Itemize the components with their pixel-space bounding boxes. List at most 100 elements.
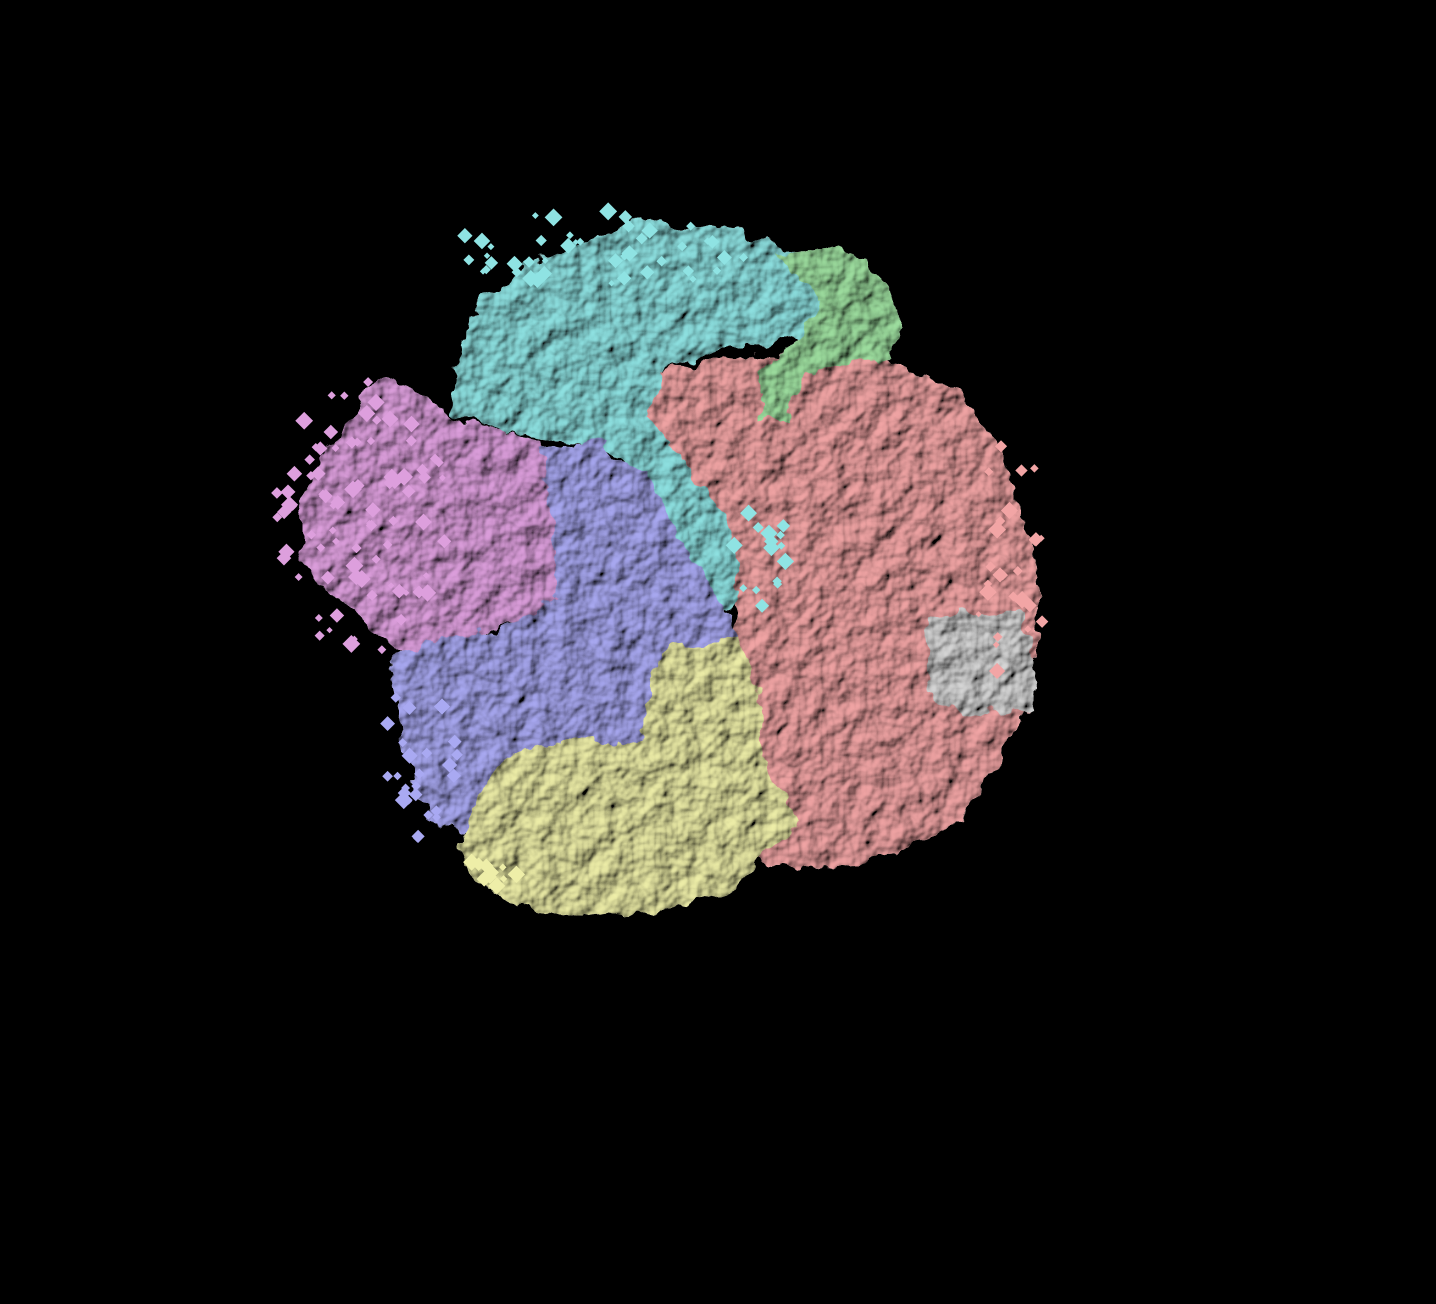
density-fragment bbox=[403, 415, 420, 433]
density-fragment bbox=[387, 473, 403, 490]
density-fragment bbox=[536, 266, 552, 282]
density-fragment bbox=[344, 480, 362, 499]
density-fragment bbox=[272, 512, 283, 523]
density-fragment bbox=[280, 484, 296, 500]
density-fragment bbox=[1024, 625, 1032, 633]
density-fragment bbox=[437, 534, 452, 549]
density-fragment bbox=[366, 589, 378, 601]
density-fragment bbox=[752, 521, 764, 533]
density-fragment bbox=[433, 698, 451, 715]
density-fragment bbox=[635, 232, 648, 245]
density-fragment bbox=[979, 583, 997, 601]
density-fragment bbox=[725, 536, 743, 554]
density-fragment bbox=[566, 231, 574, 240]
density-fragment bbox=[983, 579, 993, 589]
density-fragment bbox=[451, 748, 463, 761]
density-fragment bbox=[327, 391, 336, 400]
density-fragment bbox=[304, 454, 315, 465]
pink-density-segment bbox=[300, 380, 560, 660]
density-fragment bbox=[483, 252, 491, 260]
density-fragment bbox=[984, 467, 994, 477]
density-fragment bbox=[682, 265, 695, 277]
density-fragment bbox=[365, 502, 381, 518]
density-fragment bbox=[1028, 534, 1041, 546]
density-fragment bbox=[739, 252, 749, 262]
density-fragment bbox=[316, 543, 326, 553]
density-fragment bbox=[994, 440, 1008, 453]
density-fragment bbox=[705, 235, 720, 249]
density-fragment bbox=[507, 865, 526, 883]
density-fragment bbox=[278, 543, 295, 560]
density-fragment bbox=[457, 228, 473, 244]
density-fragment bbox=[377, 645, 387, 655]
density-fragment bbox=[755, 598, 770, 613]
density-fragment bbox=[499, 875, 508, 883]
density-fragment bbox=[411, 829, 425, 843]
density-fragment bbox=[398, 738, 408, 748]
density-fragment bbox=[401, 783, 411, 793]
density-fragment bbox=[340, 391, 349, 400]
density-fragment bbox=[412, 585, 426, 599]
density-fragment bbox=[391, 583, 407, 599]
green-density-segment bbox=[760, 250, 900, 420]
density-fragment bbox=[383, 476, 396, 489]
density-fragment bbox=[422, 572, 430, 579]
density-fragment bbox=[415, 513, 432, 531]
density-fragment bbox=[372, 415, 382, 425]
density-fragment bbox=[402, 700, 417, 715]
density-fragment bbox=[1035, 615, 1049, 628]
density-fragment bbox=[531, 212, 539, 219]
density-fragment bbox=[988, 520, 1007, 539]
density-fragment bbox=[367, 393, 385, 411]
density-fragment bbox=[429, 453, 441, 464]
density-fragment bbox=[387, 582, 395, 589]
density-fragment bbox=[1030, 464, 1039, 473]
density-fragment bbox=[430, 805, 442, 817]
density-fragment bbox=[686, 221, 696, 231]
density-fragment bbox=[345, 436, 359, 449]
density-fragment bbox=[776, 552, 795, 570]
density-fragment bbox=[511, 266, 522, 278]
density-fragment bbox=[381, 410, 399, 428]
density-fragment bbox=[463, 853, 481, 871]
density-fragment bbox=[560, 237, 577, 254]
density-fragment bbox=[712, 266, 722, 275]
density-fragment bbox=[271, 487, 283, 499]
density-fragment bbox=[616, 271, 632, 286]
density-fragment bbox=[288, 501, 298, 511]
density-fragment bbox=[390, 692, 401, 703]
density-fragment bbox=[608, 280, 615, 287]
density-fragment bbox=[535, 234, 547, 247]
density-fragment bbox=[1012, 566, 1023, 576]
density-fragment bbox=[351, 542, 362, 554]
density-fragment bbox=[776, 519, 791, 533]
density-fragment bbox=[541, 257, 549, 264]
density-fragment bbox=[483, 869, 497, 884]
density-fragment bbox=[760, 524, 778, 542]
density-fragment bbox=[1013, 590, 1031, 609]
density-fragment bbox=[328, 526, 337, 535]
density-fragment bbox=[394, 791, 413, 810]
density-fragment bbox=[286, 465, 303, 482]
density-fragment bbox=[326, 626, 333, 634]
density-fragment bbox=[332, 537, 340, 546]
density-fragment bbox=[365, 519, 378, 531]
density-fragment bbox=[677, 241, 688, 252]
density-fragment bbox=[313, 441, 328, 456]
density-fragment bbox=[975, 611, 982, 618]
density-fragment bbox=[331, 444, 340, 452]
density-fragment bbox=[689, 275, 697, 283]
density-fragment bbox=[608, 253, 623, 269]
density-fragment bbox=[363, 377, 374, 388]
density-fragment bbox=[409, 787, 423, 802]
density-fragment bbox=[478, 858, 494, 874]
density-fragment bbox=[471, 857, 486, 871]
density-fragment bbox=[506, 255, 523, 272]
density-fragment bbox=[484, 256, 499, 270]
density-fragment bbox=[446, 768, 461, 783]
density-fragment bbox=[499, 863, 507, 871]
density-fragment bbox=[1008, 591, 1019, 602]
density-fragment bbox=[572, 239, 579, 246]
